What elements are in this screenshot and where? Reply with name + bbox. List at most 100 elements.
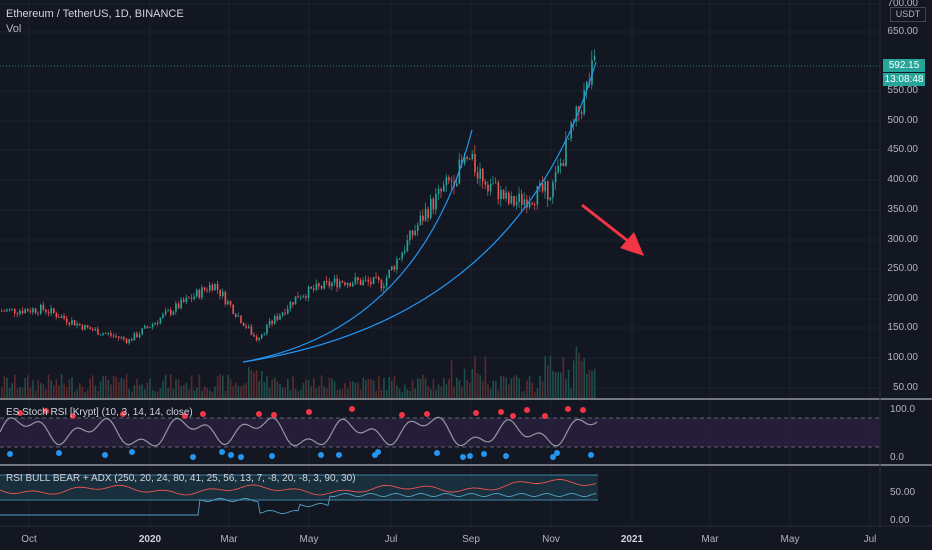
volume-bar	[227, 374, 229, 398]
volume-bar	[112, 375, 115, 398]
stoch-bottom-dot	[588, 452, 594, 458]
time-axis-label: Sep	[462, 534, 480, 545]
candle-body	[502, 189, 505, 199]
volume-legend[interactable]: Vol	[6, 23, 22, 35]
volume-bar	[128, 388, 130, 398]
candle-body	[292, 301, 294, 305]
candle-body	[193, 296, 195, 299]
candle-body	[141, 328, 143, 335]
volume-bar	[326, 388, 328, 398]
candle-body	[450, 180, 453, 182]
time-axis-label: Jul	[863, 534, 877, 545]
stoch-top-dot	[70, 413, 76, 419]
candle-body	[63, 316, 65, 319]
volume-bar	[367, 379, 370, 398]
candle-body	[484, 181, 487, 185]
volume-bar	[99, 381, 102, 398]
candle-body	[162, 314, 164, 319]
candle-body	[544, 181, 546, 192]
candle-body	[297, 296, 299, 298]
volume-bar	[450, 360, 453, 398]
stoch-rsi-title[interactable]: ES Stoch RSI [Krypt] (10, 3, 14, 14, clo…	[6, 407, 193, 418]
candle-body	[536, 186, 539, 205]
stoch-bottom-dot	[269, 453, 275, 459]
candle-body	[539, 183, 541, 187]
volume-bar	[253, 372, 255, 398]
candle-body	[411, 230, 414, 236]
candle-body	[3, 310, 6, 312]
volume-bar	[37, 380, 39, 398]
candle-body	[86, 325, 89, 328]
candle-body	[437, 188, 440, 194]
volume-bar	[341, 389, 344, 398]
candle-body	[466, 157, 468, 159]
volume-bar	[380, 389, 383, 398]
candle-body	[562, 162, 565, 167]
volume-bar	[482, 380, 484, 398]
candle-body	[232, 304, 234, 314]
price-scale-label: 450.00	[887, 144, 918, 155]
candle-body	[440, 188, 442, 192]
candle-body	[222, 291, 224, 296]
volume-bars	[1, 346, 596, 398]
price-scale-label: 150.00	[887, 322, 918, 333]
volume-bar	[123, 379, 125, 398]
volume-bar	[209, 390, 211, 398]
volume-bar	[63, 383, 65, 398]
stoch-top-dot	[542, 413, 548, 419]
volume-bar	[357, 382, 359, 398]
symbol-title[interactable]: Ethereum / TetherUS, 1D, BINANCE	[6, 8, 184, 20]
volume-bar	[84, 391, 86, 398]
price-scale-label: 100.00	[887, 352, 918, 363]
stoch-scale-top: 100.0	[890, 404, 916, 415]
volume-bar	[521, 391, 523, 398]
candle-body	[482, 168, 484, 182]
volume-bar	[492, 380, 494, 398]
volume-bar	[541, 381, 544, 398]
volume-bar	[146, 382, 149, 398]
candle-body	[50, 308, 52, 314]
candle-body	[110, 333, 112, 336]
adx-line	[0, 493, 597, 516]
volume-bar	[258, 380, 260, 398]
candle-body	[508, 192, 510, 204]
volume-bar	[154, 391, 156, 398]
currency-badge[interactable]: USDT	[890, 7, 926, 22]
volume-bar	[266, 376, 268, 398]
candle-body	[505, 192, 507, 199]
candle-body	[172, 311, 175, 315]
volume-bar	[40, 383, 42, 398]
rsi-adx-title[interactable]: RSI BULL BEAR + ADX (250, 20, 24, 80, 41…	[6, 473, 356, 484]
volume-bar	[164, 374, 167, 398]
volume-bar	[188, 389, 190, 398]
volume-bar	[427, 385, 429, 398]
volume-bar	[198, 374, 201, 398]
candle-body	[258, 338, 260, 340]
volume-bar	[443, 377, 445, 398]
stoch-top-dot	[473, 410, 479, 416]
volume-bar	[575, 346, 578, 398]
stoch-bottom-dot	[467, 453, 473, 459]
volume-bar	[162, 380, 164, 398]
candle-body	[393, 266, 396, 270]
down-arrow-drawing	[581, 203, 644, 256]
candle-body	[287, 308, 289, 314]
volume-bar	[206, 388, 208, 398]
stoch-bottom-dot	[460, 454, 466, 460]
volume-bar	[248, 367, 250, 398]
time-axis-label: May	[780, 534, 800, 545]
candle-body	[16, 313, 19, 315]
time-axis-label: Nov	[542, 534, 560, 545]
candle-body	[302, 296, 305, 298]
candle-body	[445, 177, 448, 186]
volume-bar	[149, 378, 151, 398]
volume-bar	[539, 375, 541, 398]
volume-bar	[378, 375, 380, 398]
candle-body	[32, 308, 34, 313]
volume-bar	[437, 384, 440, 398]
candle-body	[19, 310, 21, 314]
volume-bar	[50, 380, 52, 398]
volume-bar	[250, 370, 253, 398]
stoch-bottom-dot	[238, 454, 244, 460]
